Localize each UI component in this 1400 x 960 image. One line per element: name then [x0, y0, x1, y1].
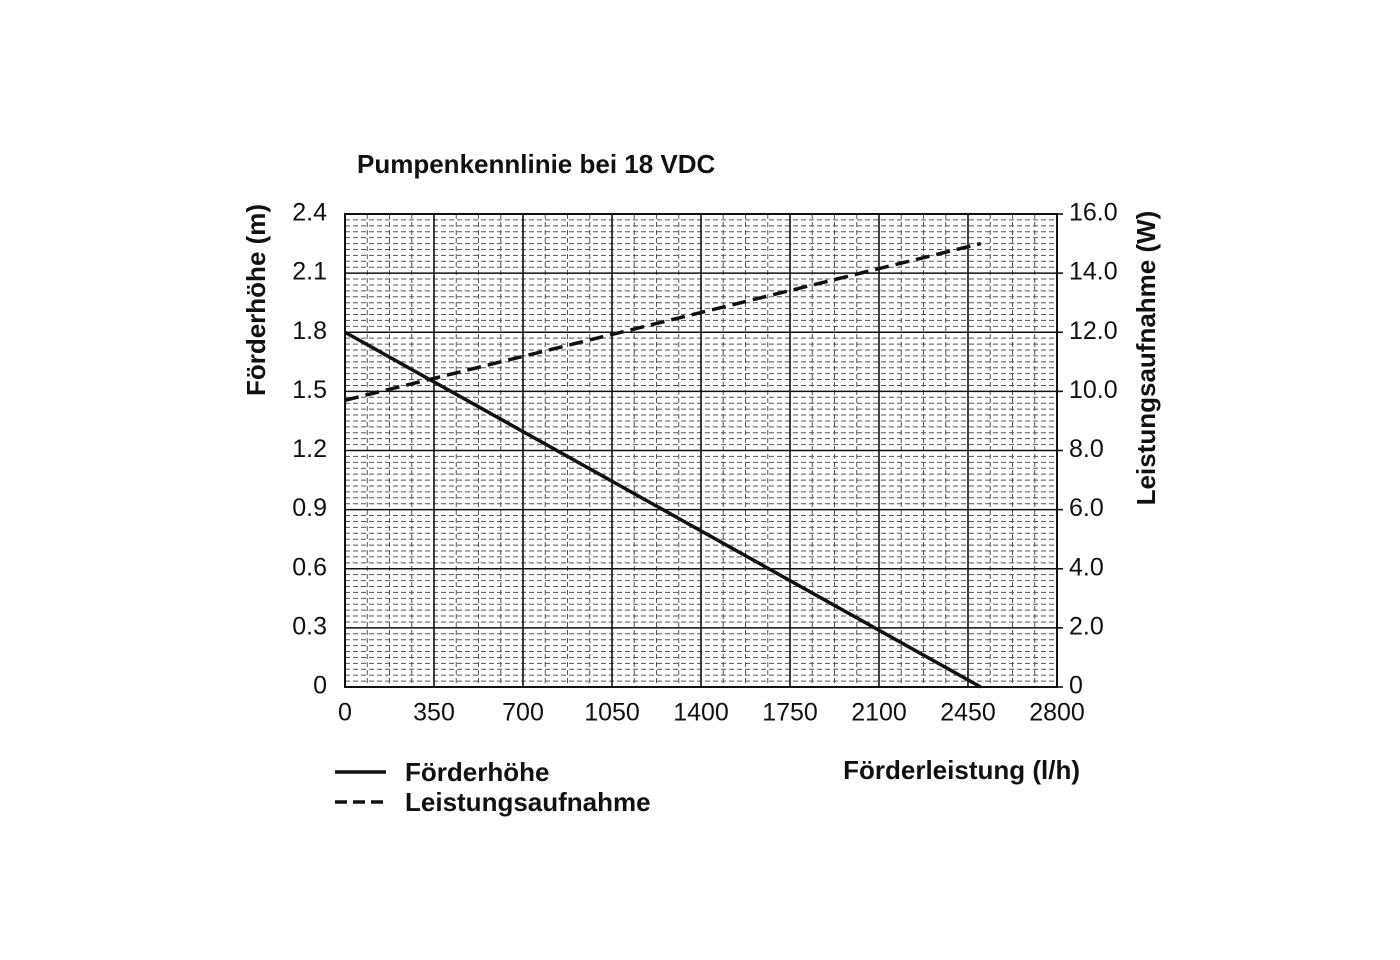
x-tick-label: 1050	[584, 699, 640, 727]
x-tick-label: 2800	[1029, 699, 1085, 727]
plot-frame	[344, 213, 1058, 688]
x-axis-label: Förderleistung (l/h)	[843, 755, 1080, 785]
y-tick-label: 2.1	[292, 258, 327, 286]
y-tick-label: 0.9	[292, 494, 327, 522]
y-tick-label: 1.5	[292, 376, 327, 404]
y2-tick-label: 8.0	[1069, 435, 1104, 463]
x-tick-label: 0	[338, 699, 352, 727]
y2-tick-label: 12.0	[1069, 317, 1118, 345]
y-tick-label: 2.4	[292, 199, 327, 227]
legend-label: Förderhöhe	[405, 757, 549, 787]
y2-tick-label: 6.0	[1069, 494, 1104, 522]
x-tick-label: 2450	[940, 699, 996, 727]
x-tick-label: 700	[502, 699, 544, 727]
y-tick-label: 0.3	[292, 612, 327, 640]
x-tick-label: 2100	[851, 699, 907, 727]
x-tick-label: 350	[413, 699, 455, 727]
y2-tick-label: 2.0	[1069, 612, 1104, 640]
legend-label: Leistungsaufnahme	[405, 787, 651, 817]
y-tick-label: 0.6	[292, 553, 327, 581]
y-tick-label: 1.8	[292, 317, 327, 345]
y2-tick-label: 14.0	[1069, 258, 1118, 286]
series-line	[344, 241, 982, 402]
y2-tick-label: 0	[1069, 672, 1083, 700]
series-line	[344, 330, 982, 689]
x-tick-label: 1400	[673, 699, 729, 727]
y2-tick-label: 4.0	[1069, 553, 1104, 581]
y-tick-label: 1.2	[292, 435, 327, 463]
y-tick-label: 0	[313, 672, 327, 700]
y2-axis-label: Leistungsaufnahme (W)	[1131, 211, 1161, 506]
y2-tick-label: 16.0	[1069, 199, 1118, 227]
x-tick-label: 1750	[762, 699, 818, 727]
y-axis-label: Förderhöhe (m)	[241, 204, 271, 396]
y2-tick-label: 10.0	[1069, 376, 1118, 404]
chart-title: Pumpenkennlinie bei 18 VDC	[357, 149, 716, 179]
